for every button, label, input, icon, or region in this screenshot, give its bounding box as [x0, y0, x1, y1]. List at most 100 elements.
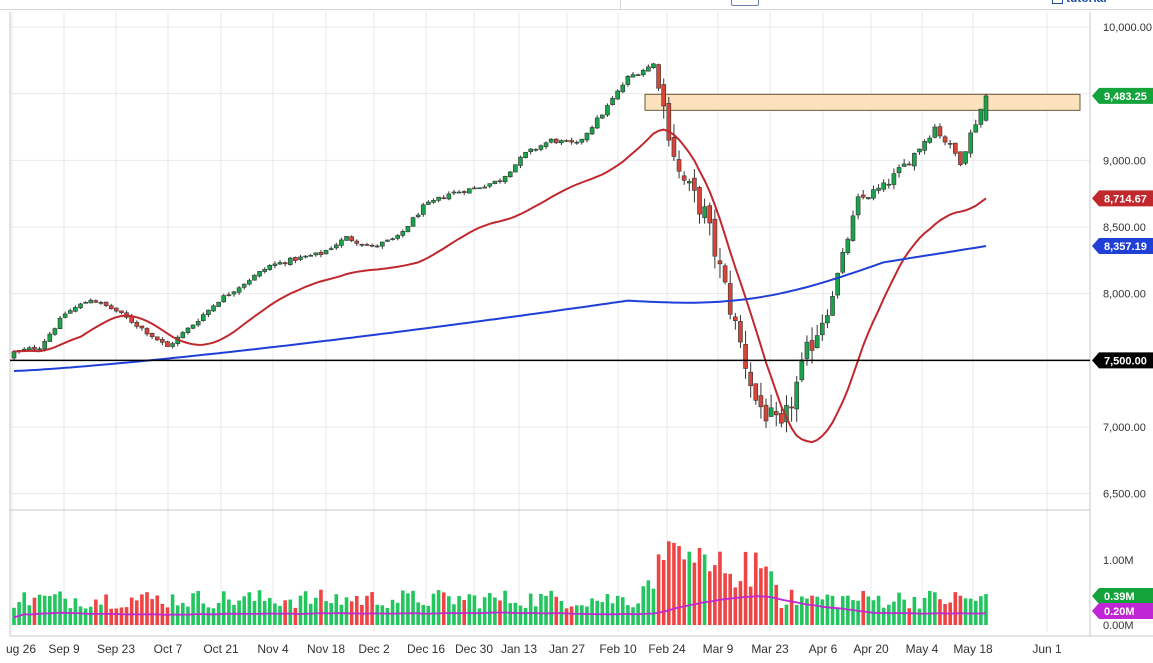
ma-red-line [13, 128, 987, 444]
candlestick [93, 299, 99, 304]
volume-bar [544, 595, 548, 625]
candle-up [57, 317, 63, 329]
toolbar-button[interactable] [731, 0, 759, 6]
candlestick [830, 291, 835, 316]
volume-bar [206, 607, 211, 625]
candle-up [52, 328, 58, 335]
candle-down [93, 300, 99, 303]
candlestick [789, 396, 794, 422]
candle-up [333, 244, 339, 249]
candlestick [477, 187, 482, 190]
volume-bar [523, 608, 528, 625]
volume-bar [733, 587, 738, 625]
candlestick [88, 298, 94, 304]
candlestick [206, 309, 211, 318]
volume-bar [615, 595, 620, 625]
candle-up [180, 332, 186, 339]
volume-bar [134, 600, 139, 625]
candlestick [62, 311, 68, 319]
candle-down [32, 346, 37, 350]
volume-bar [851, 600, 855, 625]
volume-bar [431, 593, 436, 625]
volume-bar [513, 602, 518, 625]
volume-bar [697, 548, 702, 625]
candlestick [247, 278, 252, 286]
candlestick [727, 270, 733, 320]
candlestick [579, 138, 585, 145]
candle-down [129, 316, 134, 323]
candlestick [600, 114, 605, 120]
candle-down [743, 344, 748, 369]
candle-up [830, 296, 835, 316]
volume-bar [170, 594, 175, 625]
candle-up [901, 163, 907, 167]
candlestick [236, 286, 242, 296]
candlestick [866, 197, 871, 200]
candle-up [477, 187, 482, 190]
candle-up [804, 341, 810, 359]
volume-bar [682, 559, 686, 625]
candlestick [845, 237, 851, 256]
candle-down [497, 180, 503, 183]
volume-bar [728, 573, 733, 625]
candle-up [11, 351, 17, 359]
candle-up [794, 381, 800, 410]
x-tick-label: Mar 9 [703, 642, 734, 656]
candle-up [922, 141, 927, 151]
candlestick [876, 184, 881, 194]
price-flag-text: 9,483.25 [1104, 91, 1147, 103]
candlestick [98, 300, 104, 305]
candle-down [727, 283, 733, 315]
y-tick-label: 6,500.00 [1103, 489, 1146, 501]
candle-up [646, 66, 651, 72]
candlestick [405, 226, 411, 233]
volume-bar [661, 559, 666, 625]
candlestick [927, 135, 933, 144]
candle-up [610, 98, 615, 105]
volume-bar [344, 597, 349, 625]
candlestick [763, 398, 769, 428]
candle-down [733, 316, 738, 321]
candlesticks [11, 62, 989, 433]
volume-bar [211, 608, 216, 625]
volume-bar [314, 597, 318, 625]
candle-up [247, 280, 252, 285]
candlestick [620, 82, 626, 94]
volume-bar [984, 594, 988, 625]
candlestick [257, 270, 262, 278]
candlestick [180, 330, 186, 339]
candlestick [610, 96, 615, 106]
candlestick [252, 274, 257, 281]
volume-bar [22, 592, 27, 625]
candlestick [492, 180, 498, 185]
candlestick [200, 312, 206, 322]
volume-bar [421, 604, 426, 625]
tutorial-link[interactable]: tutorial [1052, 0, 1107, 5]
volume-bar [641, 586, 646, 625]
candle-up [513, 164, 518, 173]
candle-down [712, 218, 718, 257]
volume-bar [94, 599, 98, 625]
volume-bar [830, 595, 835, 625]
volume-bar [753, 552, 758, 625]
volume-bar [718, 551, 722, 625]
candlestick [717, 247, 723, 279]
volume-bar [979, 596, 983, 625]
volume-bar [656, 554, 661, 625]
candle-up [380, 241, 385, 247]
volume-bar [436, 590, 441, 625]
candle-down [564, 140, 569, 142]
candlestick [451, 189, 457, 196]
candle-up [630, 74, 636, 78]
candlestick [380, 241, 385, 249]
candlestick [211, 304, 216, 313]
candlestick [328, 246, 334, 251]
candle-down [369, 244, 375, 247]
candle-up [768, 407, 774, 417]
volume-bar [467, 594, 472, 625]
volume-bar [968, 598, 973, 625]
candlestick [932, 123, 938, 139]
volume-bar [68, 608, 73, 625]
candlestick [702, 198, 707, 224]
